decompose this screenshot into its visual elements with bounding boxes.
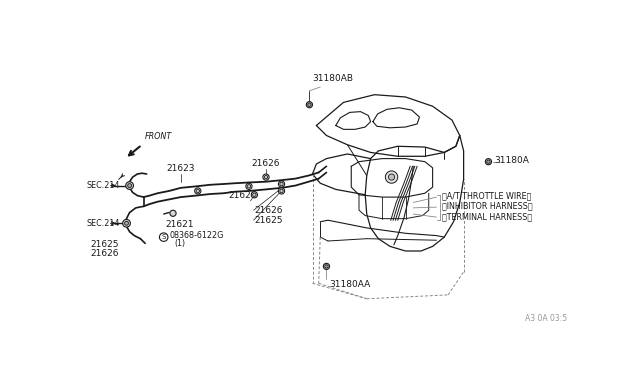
Text: 08368-6122G: 08368-6122G (170, 231, 224, 240)
Text: 31180A: 31180A (494, 155, 529, 165)
Circle shape (324, 265, 328, 268)
Circle shape (125, 182, 134, 189)
Circle shape (123, 219, 131, 227)
Circle shape (280, 189, 284, 193)
Circle shape (170, 210, 176, 217)
Text: 21626: 21626 (90, 249, 119, 258)
Text: SEC.214: SEC.214 (86, 219, 120, 228)
Circle shape (280, 182, 284, 186)
Text: 31180AA: 31180AA (330, 280, 371, 289)
Circle shape (252, 192, 257, 198)
Circle shape (308, 103, 311, 106)
Text: 21621: 21621 (165, 220, 194, 229)
Circle shape (278, 181, 285, 187)
Circle shape (264, 175, 268, 179)
Circle shape (127, 184, 132, 187)
Text: 21625: 21625 (90, 240, 119, 249)
Text: S: S (161, 234, 166, 240)
Text: A3 0A 03:5: A3 0A 03:5 (525, 314, 566, 323)
Circle shape (278, 188, 285, 194)
Text: 31180AB: 31180AB (312, 74, 353, 83)
Circle shape (125, 221, 129, 225)
Text: SEC.214: SEC.214 (86, 181, 120, 190)
Circle shape (485, 158, 492, 165)
Circle shape (385, 171, 397, 183)
Text: (1): (1) (175, 239, 186, 248)
Circle shape (263, 174, 269, 180)
Circle shape (307, 102, 312, 108)
Text: 〈A/T THROTTLE WIRE〉: 〈A/T THROTTLE WIRE〉 (442, 191, 531, 200)
Text: FRONT: FRONT (145, 132, 172, 141)
Circle shape (196, 189, 200, 193)
Text: 21626: 21626 (254, 206, 283, 215)
Text: 〈INHIBITOR HARNESS〉: 〈INHIBITOR HARNESS〉 (442, 202, 532, 211)
Circle shape (253, 193, 256, 196)
Circle shape (388, 174, 395, 180)
Circle shape (323, 263, 330, 269)
Text: 21625: 21625 (254, 216, 283, 225)
Circle shape (159, 233, 168, 241)
Text: 21626: 21626 (228, 191, 257, 200)
Circle shape (487, 160, 490, 163)
Text: 21623: 21623 (166, 164, 195, 173)
Circle shape (195, 188, 201, 194)
Circle shape (247, 185, 251, 188)
Text: 〈TERMINAL HARNESS〉: 〈TERMINAL HARNESS〉 (442, 213, 532, 222)
Text: 21626: 21626 (252, 159, 280, 168)
Circle shape (246, 183, 252, 189)
